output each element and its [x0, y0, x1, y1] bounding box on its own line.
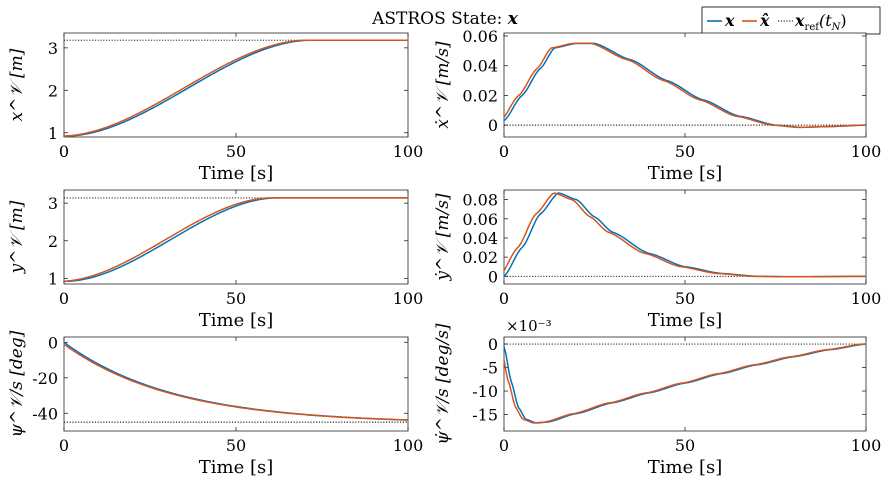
x-tick-label: 0: [499, 436, 509, 455]
legend-xref-var: x: [794, 11, 805, 30]
y-tick-label: 0.04: [462, 57, 498, 76]
y-tick-label: -15: [472, 406, 498, 425]
series-xhat-line: [63, 39, 408, 137]
y-axis-label: x^𝒱 [m]: [7, 48, 27, 121]
x-tick-label: 0: [59, 436, 69, 455]
y-tick-label: -5: [482, 359, 498, 378]
subplot-5: 0 50 100 0 -20 -40 Time [s] ψ^𝒱/s [deg]: [7, 330, 423, 478]
x-tick-label: 100: [851, 289, 882, 308]
x-axis-label: Time [s]: [648, 310, 723, 331]
axes-box: [63, 32, 409, 138]
x-tick-label: 50: [675, 142, 695, 161]
y-axis-label: y^𝒱 [m]: [7, 200, 27, 274]
x-tick-label: 0: [59, 289, 69, 308]
y-tick-label: 3: [48, 39, 58, 58]
y-tick-label: 0.06: [462, 210, 498, 229]
legend-xref-close: ): [840, 11, 846, 30]
x-tick-label: 50: [226, 289, 246, 308]
x-tick-label: 50: [675, 289, 695, 308]
y-tick-label: 0.02: [462, 248, 498, 267]
y-tick-label: -40: [32, 404, 58, 423]
legend-label-x: x: [724, 11, 735, 30]
x-tick-label: 0: [59, 142, 69, 161]
y-tick-label: 2: [48, 232, 58, 251]
x-tick-label: 0: [499, 142, 509, 161]
y-exponent-label: ×10⁻³: [506, 317, 552, 335]
x-tick-label: 50: [226, 142, 246, 161]
x-tick-label: 100: [851, 142, 882, 161]
y-tick-label: 0: [48, 333, 58, 352]
subplot-3: 0 50 100 1 2 3 Time [s] y^𝒱 [m]: [7, 189, 424, 331]
axes-box: [503, 32, 867, 138]
axes-box: [503, 189, 867, 285]
legend-box: [701, 6, 881, 35]
x-tick-label: 0: [499, 289, 509, 308]
x-tick-label: 100: [851, 436, 882, 455]
axes-box: [503, 336, 867, 432]
subplot-2: 0 50 100 0 0.02 0.04 0.06 Time [s] ẋ^𝒱 [m/s]: [433, 27, 881, 184]
series-xhat-line: [63, 197, 408, 282]
y-tick-label: 0.04: [462, 229, 498, 248]
axes-box: [63, 336, 409, 432]
series-xhat-line: [63, 343, 408, 421]
series-xhat-line: [503, 192, 866, 278]
x-axis-label: Time [s]: [199, 163, 274, 184]
y-axis-label: ψ^𝒱/s [deg]: [7, 330, 27, 437]
x-tick-label: 100: [393, 289, 424, 308]
x-tick-label: 100: [393, 142, 424, 161]
x-axis-label: Time [s]: [648, 163, 723, 184]
legend-xref-sub2: N: [831, 22, 842, 33]
y-tick-label: -10: [472, 382, 498, 401]
legend: x x̂ xref(tN): [701, 6, 881, 35]
y-axis-label: ẏ^𝒱 [m/s]: [433, 193, 453, 282]
y-tick-label: 1: [48, 269, 58, 288]
y-tick-label: 3: [48, 194, 58, 213]
series-xhat-line: [503, 343, 866, 424]
y-tick-label: 0.08: [462, 191, 498, 210]
x-tick-label: 50: [675, 436, 695, 455]
y-tick-label: 2: [48, 81, 58, 100]
figure-title-prefix: ASTROS State:: [371, 9, 508, 29]
y-tick-label: 0: [488, 116, 498, 135]
subplot-6: 0 50 100 0 -5 -10 -15 Time [s] ψ̇^𝒱/s [deg/s] ×10…: [433, 317, 881, 478]
y-tick-label: -20: [32, 369, 58, 388]
x-axis-label: Time [s]: [199, 310, 274, 331]
y-tick-label: 1: [48, 124, 58, 143]
y-tick-label: 0: [488, 335, 498, 354]
y-axis-label: ψ̇^𝒱/s [deg/s]: [433, 323, 453, 445]
y-tick-label: 0: [488, 267, 498, 286]
subplot-1: 0 50 100 1 2 3 Time [s] x^𝒱 [m]: [7, 32, 424, 184]
figure-title: ASTROS State: x: [371, 9, 519, 29]
x-axis-label: Time [s]: [648, 457, 723, 478]
x-tick-label: 50: [226, 436, 246, 455]
y-tick-label: 0.06: [462, 27, 498, 46]
legend-label-xref: xref(tN): [794, 11, 847, 33]
series-xhat-line: [503, 42, 866, 129]
x-tick-label: 100: [393, 436, 424, 455]
x-axis-label: Time [s]: [199, 457, 274, 478]
legend-label-xhat: x̂: [759, 11, 770, 30]
figure-title-var: x: [507, 9, 519, 29]
y-axis-label: ẋ^𝒱 [m/s]: [433, 41, 453, 129]
legend-xref-suffix: (t: [819, 11, 832, 30]
y-tick-label: 0.02: [462, 86, 498, 105]
legend-xref-sub: ref: [805, 22, 821, 33]
